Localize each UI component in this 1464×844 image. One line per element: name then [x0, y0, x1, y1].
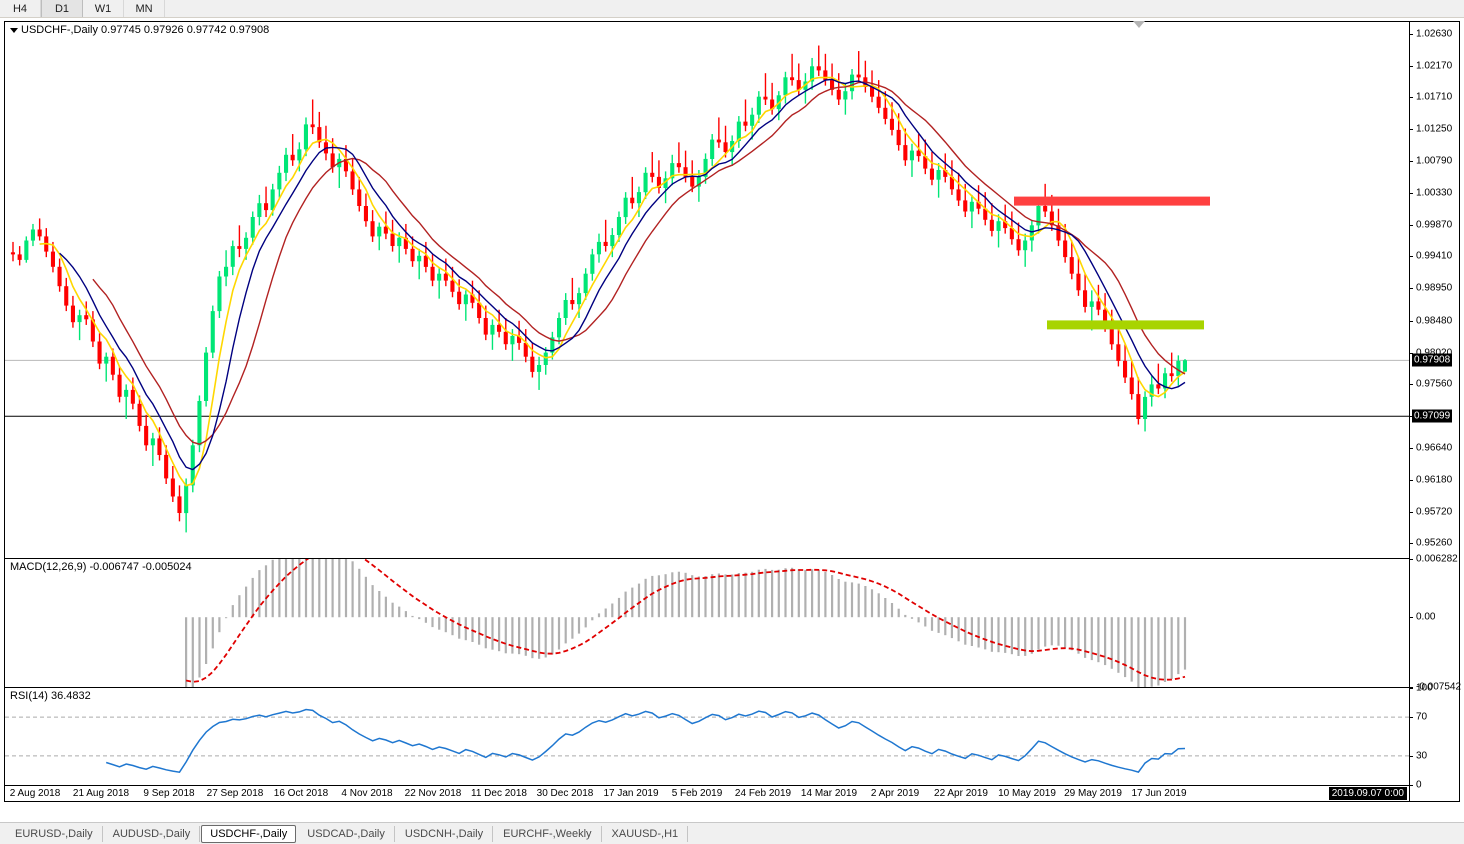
price-tick-label: 0.98020 — [1416, 347, 1453, 359]
price-tick — [1410, 256, 1413, 258]
macd-tick — [1410, 559, 1413, 560]
chart-area[interactable]: USDCHF-,Daily 0.97745 0.97926 0.97742 0.… — [4, 21, 1462, 802]
time-scale[interactable]: 2019.09.07 0:00 2 Aug 2018 21 Aug 2018 9 S… — [5, 785, 1409, 801]
price-tick-label: 1.00330 — [1416, 187, 1453, 199]
price-tick-label: 0.95260 — [1416, 537, 1453, 549]
price-tick-label: 1.01710 — [1416, 91, 1453, 103]
chart-scroll-marker-icon[interactable] — [1133, 21, 1145, 28]
date-tick-label: 5 Feb 2019 — [671, 788, 723, 799]
date-tick-label: 11 Dec 2018 — [471, 788, 527, 799]
tab-audusd-daily[interactable]: AUDUSD-,Daily — [104, 825, 201, 842]
price-tick-label: 1.02630 — [1416, 28, 1453, 40]
tab-eurusd-daily[interactable]: EURUSD-,Daily — [6, 825, 103, 842]
date-tick-label: 27 Sep 2018 — [206, 788, 264, 799]
rsi-tick — [1410, 785, 1413, 786]
level-price-label: 0.97099 — [1412, 409, 1453, 423]
price-tick — [1410, 97, 1413, 99]
price-tick — [1410, 161, 1413, 162]
date-tick-label: 2 Apr 2019 — [870, 788, 920, 799]
price-tick-label: 0.95720 — [1416, 506, 1453, 518]
time-cursor-label: 2019.09.07 0:00 — [1328, 787, 1407, 800]
price-tick — [1410, 352, 1413, 354]
rsi-tick-label: 0 — [1416, 779, 1422, 791]
tab-usdcad-daily[interactable]: USDCAD-,Daily — [298, 825, 395, 842]
date-tick-label: 16 Oct 2018 — [273, 788, 329, 799]
date-tick-label: 17 Jan 2019 — [603, 788, 659, 799]
date-tick-label: 30 Dec 2018 — [536, 788, 594, 799]
rsi-label: RSI(14) 36.4832 — [10, 690, 91, 702]
timeframe-d1[interactable]: D1 — [41, 0, 83, 17]
price-tick-label: 1.02170 — [1416, 60, 1453, 72]
rsi-tick — [1410, 688, 1413, 689]
date-tick-label: 9 Sep 2018 — [143, 788, 195, 799]
date-tick-label: 29 May 2019 — [1064, 788, 1122, 799]
tab-eurchf-weekly[interactable]: EURCHF-,Weekly — [494, 825, 602, 842]
date-tick-label: 4 Nov 2018 — [341, 788, 393, 799]
price-scale[interactable]: 1.02630 1.02170 1.01710 1.01250 1.00790 1.003… — [1409, 22, 1462, 801]
price-tick — [1410, 479, 1413, 481]
rsi-tick-label: 30 — [1416, 750, 1428, 762]
timeframe-toolbar: H4 D1 W1 MN — [0, 0, 1464, 18]
price-tick — [1410, 129, 1413, 131]
price-pane[interactable]: USDCHF-,Daily 0.97745 0.97926 0.97742 0.… — [5, 22, 1409, 559]
macd-tick-label: 0.00 — [1416, 611, 1436, 623]
price-tick-label: 1.01250 — [1416, 123, 1453, 135]
date-tick-label: 22 Nov 2018 — [404, 788, 462, 799]
price-tick — [1410, 543, 1413, 545]
current-price-label: 0.97908 — [1412, 353, 1453, 367]
price-tick — [1410, 224, 1413, 226]
rsi-tick-label: 100 — [1416, 682, 1433, 694]
timeframe-h4[interactable]: H4 — [0, 0, 41, 17]
macd-chart-svg — [185, 559, 1187, 687]
rsi-pane[interactable]: RSI(14) 36.4832 2019.09.07 0:00 2 Aug 20… — [5, 688, 1409, 801]
tab-usdcnh-daily[interactable]: USDCNH-,Daily — [396, 825, 494, 842]
chart-tabs: EURUSD-,Daily AUDUSD-,Daily USDCHF-,Dail… — [0, 822, 1464, 844]
rsi-chart-svg — [5, 708, 1409, 774]
macd-label: MACD(12,26,9) -0.006747 -0.005024 — [10, 561, 192, 573]
price-tick-label: 0.99870 — [1416, 219, 1453, 231]
macd-tick-label: -0.007542 — [1416, 681, 1462, 693]
price-tick-label: 1.00790 — [1416, 155, 1453, 167]
date-tick-label: 14 Mar 2019 — [800, 788, 858, 799]
price-tick — [1410, 511, 1413, 513]
price-tick — [1410, 33, 1413, 35]
price-tick-label: 0.99410 — [1416, 250, 1453, 262]
symbol-ohlc-label: USDCHF-,Daily 0.97745 0.97926 0.97742 0.… — [10, 24, 269, 36]
date-tick-label: 2 Aug 2018 — [9, 788, 61, 799]
price-tick-label: 0.96180 — [1416, 474, 1453, 486]
macd-tick — [1410, 617, 1413, 619]
date-tick-label: 22 Apr 2019 — [934, 788, 988, 799]
macd-tick — [1410, 687, 1413, 688]
collapse-arrow-icon[interactable] — [10, 27, 18, 33]
price-tick-label: 0.97560 — [1416, 378, 1453, 390]
price-tick — [1410, 384, 1413, 386]
price-tick — [1410, 416, 1413, 418]
date-tick-label: 21 Aug 2018 — [72, 788, 130, 799]
price-tick — [1410, 288, 1413, 290]
rsi-tick — [1410, 755, 1413, 757]
price-tick-label: 0.98950 — [1416, 282, 1453, 294]
toolbar-empty-area — [165, 0, 1464, 17]
price-tick-label: 0.98480 — [1416, 315, 1453, 327]
price-tick-label: 0.96640 — [1416, 442, 1453, 454]
timeframe-w1[interactable]: W1 — [83, 0, 124, 17]
tab-usdchf-daily[interactable]: USDCHF-,Daily — [201, 824, 297, 843]
tab-xauusd-h1[interactable]: XAUUSD-,H1 — [603, 825, 689, 842]
date-tick-label: 10 May 2019 — [998, 788, 1056, 799]
macd-pane[interactable]: MACD(12,26,9) -0.006747 -0.005024 — [5, 559, 1409, 688]
rsi-tick-label: 70 — [1416, 711, 1428, 723]
rsi-tick — [1410, 717, 1413, 719]
timeframe-mn[interactable]: MN — [124, 0, 165, 17]
macd-tick-label: 0.006282 — [1416, 553, 1458, 565]
price-tick — [1410, 192, 1413, 194]
price-tick — [1410, 448, 1413, 450]
price-chart-svg — [5, 45, 1409, 533]
date-tick-label: 17 Jun 2019 — [1131, 788, 1187, 799]
price-tick — [1410, 320, 1413, 322]
price-tick — [1410, 65, 1413, 67]
date-tick-label: 24 Feb 2019 — [734, 788, 792, 799]
